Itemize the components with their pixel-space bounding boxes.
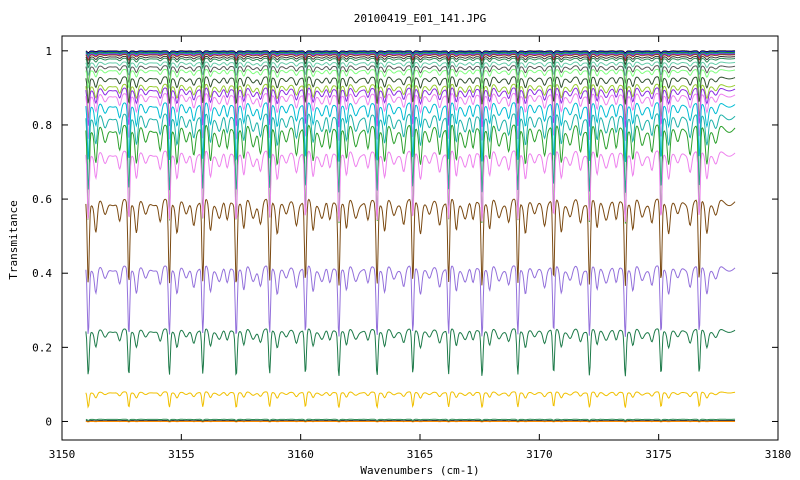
series-line: [85, 61, 736, 78]
x-axis-title: Wavenumbers (cm-1): [360, 464, 479, 477]
x-tick-label: 3155: [168, 448, 195, 461]
y-axis-title: Transmitance: [7, 200, 20, 279]
series-group: [85, 50, 736, 423]
y-tick-label: 0: [45, 415, 52, 428]
series-line: [85, 51, 736, 55]
series-line: [85, 198, 736, 286]
y-tick-label: 0.6: [32, 193, 52, 206]
series-line: [85, 55, 736, 66]
y-tick-label: 1: [45, 45, 52, 58]
series-line: [85, 65, 736, 85]
series-line: [85, 50, 736, 54]
series-line: [85, 51, 736, 57]
y-tick-label: 0.4: [32, 267, 52, 280]
x-tick-label: 3170: [526, 448, 553, 461]
series-line: [85, 418, 736, 421]
x-axis: 3150 3155 3160 3165 3170 3175 3180: [49, 36, 792, 461]
y-tick-label: 0.2: [32, 341, 52, 354]
x-tick-label: 3180: [765, 448, 792, 461]
series-line: [85, 92, 736, 141]
x-tick-label: 3165: [407, 448, 434, 461]
series-line: [85, 87, 736, 128]
series-line: [85, 265, 736, 337]
series-line: [85, 391, 736, 409]
x-tick-label: 3160: [287, 448, 314, 461]
x-tick-label: 3150: [49, 448, 76, 461]
y-tick-label: 0.8: [32, 119, 52, 132]
series-line: [85, 76, 736, 105]
y-axis: 0 0.2 0.4 0.6 0.8 1: [32, 45, 778, 428]
series-line: [85, 54, 736, 62]
series-line: [85, 150, 736, 222]
series-line: [85, 52, 736, 58]
series-line: [85, 57, 736, 70]
series-line: [85, 420, 736, 423]
series-line: [85, 113, 736, 193]
x-tick-label: 3175: [645, 448, 672, 461]
series-line: [85, 68, 736, 90]
series-line: [85, 83, 736, 120]
series-line: [85, 102, 736, 162]
series-line: [85, 328, 736, 377]
chart-title: 20100419_E01_141.JPG: [354, 12, 486, 25]
series-line: [85, 124, 736, 224]
series-line: [85, 53, 736, 60]
